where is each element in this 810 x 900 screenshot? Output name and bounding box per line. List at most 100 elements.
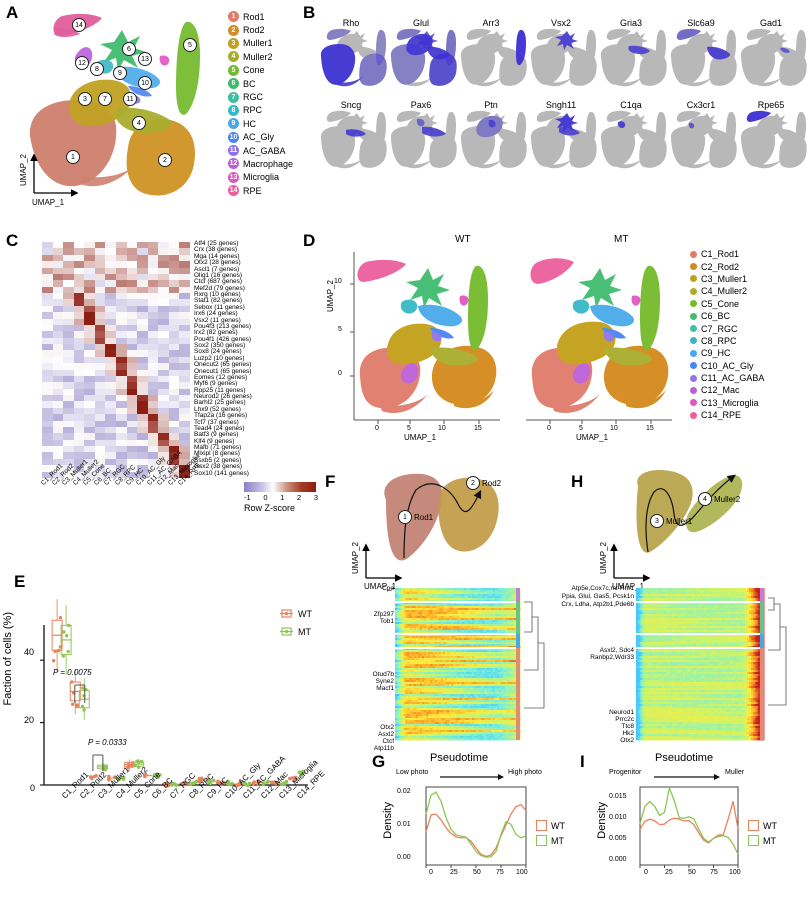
heatmap-cell: [126, 369, 138, 377]
pseudotime-heatmap-cell: [484, 678, 488, 681]
pseudotime-heatmap-cell: [511, 654, 515, 657]
heatmap-row-label: Klf4 (9 genes): [194, 437, 235, 445]
heatmap-cell: [63, 312, 75, 319]
pseudotime-heatmap-cell: [447, 624, 450, 627]
pseudotime-heatmap-cell: [503, 624, 506, 627]
pseudotime-heatmap-cell: [395, 616, 398, 619]
heatmap-cell: [63, 426, 75, 434]
pseudotime-heatmap-cell: [501, 662, 504, 665]
pseudotime-heatmap-cell: [434, 612, 438, 615]
pseudotime-heatmap-cell: [511, 642, 515, 645]
pseudotime-heatmap-cell: [451, 634, 454, 637]
heatmap-cell: [179, 261, 191, 268]
pseudotime-heatmap-cell: [457, 594, 460, 597]
gene-label-gria3: Gria3: [619, 18, 642, 28]
pseudotime-heatmap-cell: [480, 718, 483, 721]
pseudotime-heatmap-cell: [401, 662, 404, 665]
heatmap-cell: [73, 426, 85, 434]
pseudotime-heatmap-cell: [405, 652, 408, 655]
pseudotime-heatmap-cell: [442, 682, 446, 685]
pseudotime-heatmap-cell: [395, 610, 398, 613]
pseudotime-heatmap-cell: [436, 628, 440, 631]
pseudotime-heatmap-cell: [403, 670, 406, 673]
pseudotime-heatmap-cell: [507, 712, 510, 715]
pseudotime-heatmap-cell: [470, 666, 473, 669]
heatmap-cell: [137, 337, 149, 345]
pseudotime-heatmap-cell: [459, 694, 463, 697]
pseudotime-heatmap-cell: [461, 698, 465, 701]
pseudotime-heatmap-cell: [411, 606, 415, 609]
pseudotime-heatmap-cell: [424, 658, 427, 661]
pseudotime-heatmap-cell: [436, 648, 440, 651]
pseudotime-heatmap-cell: [461, 648, 465, 651]
pseudotime-heatmap-cell: [417, 676, 421, 679]
heatmap-cell: [116, 395, 127, 402]
pseudotime-heatmap-cell: [511, 700, 515, 703]
cluster-badge-14: 14: [72, 18, 86, 32]
pseudotime-heatmap-cell: [486, 638, 490, 641]
pseudotime-heatmap-cell: [482, 628, 485, 631]
feature-plot: Sngh11: [526, 100, 597, 178]
pseudotime-heatmap-cell: [461, 690, 465, 693]
pseudotime-heatmap-cell: [484, 642, 488, 645]
pseudotime-heatmap-cell: [497, 640, 500, 643]
heatmap-cell: [94, 273, 106, 281]
pseudotime-heatmap-cell: [509, 718, 513, 721]
pseudotime-heatmap-cell: [405, 686, 408, 689]
pseudotime-heatmap-cell: [480, 674, 483, 677]
panel-d-wt-ytick: 5: [338, 326, 342, 333]
pseudotime-heatmap-cell: [474, 594, 477, 597]
pseudotime-heatmap-cell: [430, 608, 433, 611]
pseudotime-heatmap-cell: [482, 642, 485, 645]
pseudotime-heatmap-cell: [497, 706, 500, 709]
pseudotime-heatmap-cell: [447, 698, 450, 701]
pseudotime-heatmap-cell: [430, 588, 433, 591]
pseudotime-heatmap-cell: [511, 596, 515, 599]
boxplot-point: [252, 780, 256, 784]
pseudotime-heatmap-cell: [413, 690, 417, 693]
legend-marker-10: 10: [228, 131, 239, 143]
pseudotime-heatmap-cell: [420, 656, 423, 659]
pseudotime-heatmap-cell: [434, 622, 438, 625]
heatmap-row-label: Mef2d (79 genes): [194, 284, 245, 292]
pseudotime-heatmap-cell: [397, 644, 400, 647]
pseudotime-heatmap-cell: [426, 670, 429, 673]
pseudotime-heatmap-cell: [445, 680, 448, 683]
pseudotime-heatmap-cell: [486, 656, 490, 659]
pseudotime-heatmap-cell: [480, 692, 483, 695]
heatmap-row-label: Vsx2 (11 genes): [194, 316, 241, 324]
pseudotime-heatmap-cell: [495, 644, 498, 647]
panel-e-boxplot: 40 20 0 P = 0.0075 P = 0.0333: [24, 585, 308, 825]
pseudotime-heatmap-cell: [447, 702, 450, 705]
pseudotime-heatmap-cell: [503, 680, 506, 683]
pseudotime-heatmap-cell: [459, 714, 463, 717]
pseudotime-heatmap-cell: [434, 618, 438, 621]
pseudotime-heatmap-cell: [434, 640, 438, 643]
heatmap-cell: [126, 248, 138, 256]
pseudotime-heatmap-cell: [442, 648, 446, 651]
heatmap-cell: [105, 471, 117, 479]
pseudotime-heatmap-cell: [405, 660, 408, 663]
pseudotime-heatmap-cell: [432, 620, 435, 623]
heatmap-cell: [63, 452, 75, 460]
heatmap-cell: [158, 407, 170, 415]
pseudotime-heatmap-cell: [478, 652, 481, 655]
pseudotime-heatmap-cell: [511, 664, 515, 667]
heatmap-cell: [158, 395, 170, 402]
pseudotime-heatmap-cell: [436, 630, 440, 633]
pseudotime-heatmap-cell: [399, 698, 402, 701]
pseudotime-heatmap-cell: [486, 676, 490, 679]
pseudotime-heatmap-cell: [403, 642, 406, 645]
heatmap-cell: [147, 382, 159, 390]
pseudotime-heatmap-cell: [478, 618, 481, 621]
pseudotime-heatmap-cell: [440, 692, 444, 695]
pseudotime-heatmap-cell: [509, 618, 513, 621]
pseudotime-heatmap-cell: [470, 630, 473, 633]
pseudotime-heatmap-cell: [467, 702, 471, 705]
pseudotime-heatmap-cell: [436, 598, 440, 601]
pseudotime-heatmap-cell: [407, 654, 410, 657]
pseudotime-heatmap-cell: [505, 696, 508, 699]
pseudotime-heatmap-cell: [457, 704, 460, 707]
pseudotime-heatmap-cell: [434, 614, 438, 617]
pseudotime-heatmap-cell: [472, 652, 475, 655]
